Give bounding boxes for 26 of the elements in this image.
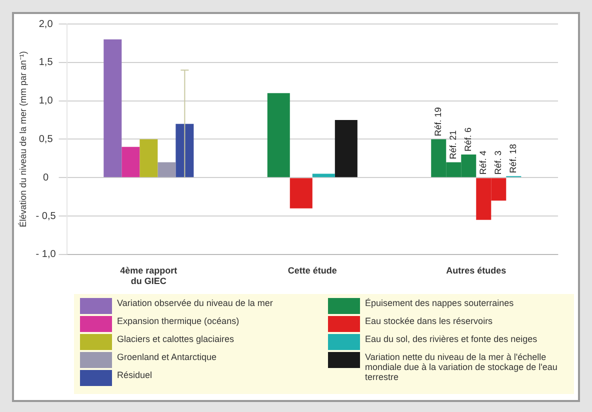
annotation: Réf. 3 — [493, 150, 504, 175]
y-tick-label: 0 — [43, 172, 50, 184]
legend-label: Variation observée du niveau de la mer — [117, 298, 273, 308]
legend-label: Expansion thermique (océans) — [117, 316, 240, 326]
legend-label: Groenland et Antarctique — [117, 352, 217, 362]
legend-label: Épuisement des nappes souterraines — [365, 298, 514, 308]
annotation: Réf. 6 — [463, 128, 474, 152]
y-tick-label: 1,0 — [38, 96, 54, 107]
y-tick-label: - 1,0 — [36, 249, 56, 260]
annotation: Réf. 21 — [448, 130, 458, 160]
legend-label: Eau stockée dans les réservoirs — [365, 316, 493, 326]
x-tick-label: Autres études — [446, 265, 506, 276]
y-tick-label: 2,0 — [38, 18, 54, 30]
annotation: Réf. 18 — [508, 144, 518, 174]
legend-label: Résiduel — [117, 370, 152, 380]
legend-label: Variation nette du niveau de la mer à l'échelle mondiale due à la variation de stockage de l'eau terrestre — [365, 352, 558, 382]
legend-label: Glaciers et calottes glaciaires — [117, 334, 234, 344]
annotation: Réf. 4 — [478, 150, 488, 175]
annotation: Réf. 19 — [433, 107, 444, 136]
x-tick-label: Cette étude — [288, 265, 337, 276]
x-tick-label: 4ème rapport du GIEC — [120, 265, 178, 286]
y-axis-title: Élévation du niveau de la mer (mm par an⁻¹) — [18, 51, 28, 228]
y-tick-label: 0,5 — [38, 134, 54, 145]
y-tick-label: 1,5 — [38, 57, 54, 68]
y-tick-label: - 0,5 — [36, 210, 56, 222]
legend-label: Eau du sol, des rivières et fonte des neiges — [365, 334, 538, 344]
